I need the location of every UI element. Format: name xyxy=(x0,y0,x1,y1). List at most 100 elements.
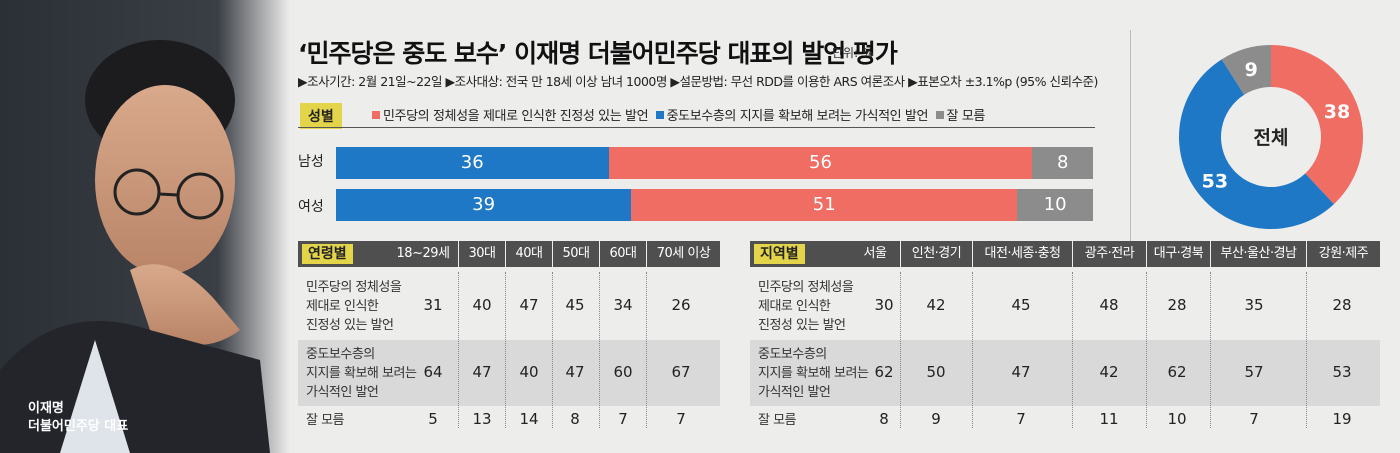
legend-label: 민주당의 정체성을 제대로 인식한 진정성 있는 발언 xyxy=(383,109,649,124)
bar-segment: 39 xyxy=(336,189,632,221)
age-table-tag: 연령별 xyxy=(302,244,353,264)
legend-swatch xyxy=(372,111,380,119)
photo-caption-name: 이재명 xyxy=(28,401,64,416)
table-cell: 62 xyxy=(1167,363,1187,381)
table-cell: 8 xyxy=(879,410,889,428)
legend-label: 중도보수층의 지지를 확보해 보려는 가식적인 발언 xyxy=(666,109,929,124)
table-cell: 47 xyxy=(472,363,492,381)
table-row-label: 중도보수층의 지지를 확보해 보려는 가식적인 발언 xyxy=(758,346,869,400)
table-cell: 31 xyxy=(423,296,443,314)
page-title: ‘민주당은 중도 보수’ 이재명 더불어민주당 대표의 발언 평가 xyxy=(298,39,898,68)
legend-item-unknown: 잘 모름 xyxy=(935,109,986,124)
table-cell: 35 xyxy=(1244,296,1264,314)
table-row-label: 민주당의 정체성을 제대로 인식한 진정성 있는 발언 xyxy=(306,279,402,333)
table-cell: 9 xyxy=(931,410,941,428)
table-cell: 10 xyxy=(1167,410,1187,428)
table-cell: 42 xyxy=(926,296,946,314)
donut-center-label: 전체 xyxy=(1254,127,1289,149)
donut-slice xyxy=(1221,45,1271,95)
table-cell: 47 xyxy=(565,363,585,381)
column-divider xyxy=(552,272,553,428)
table-cell: 7 xyxy=(1249,410,1259,428)
divider xyxy=(1130,30,1131,250)
bar-segment: 36 xyxy=(336,147,609,179)
table-cell: 7 xyxy=(1016,410,1026,428)
donut-slice xyxy=(1271,45,1363,205)
region-col-header: 서울 xyxy=(863,246,887,261)
legend-label: 잘 모름 xyxy=(946,109,986,124)
region-table-tag: 지역별 xyxy=(754,244,805,264)
table-cell: 45 xyxy=(1011,296,1031,314)
table-cell: 26 xyxy=(671,296,691,314)
column-divider xyxy=(1146,272,1147,428)
column-divider xyxy=(900,272,901,428)
table-cell: 53 xyxy=(1332,363,1352,381)
age-col-header: 60대 xyxy=(599,241,646,267)
bar-segment: 8 xyxy=(1032,147,1093,179)
bar-label-female: 여성 xyxy=(298,199,324,215)
bar-label-male: 남성 xyxy=(298,154,324,170)
table-row-label: 잘 모름 xyxy=(758,412,797,428)
donut-value-label: 53 xyxy=(1202,171,1228,193)
region-col-header: 인천·경기 xyxy=(900,241,972,267)
age-col-header: 30대 xyxy=(458,241,505,267)
column-divider xyxy=(599,272,600,428)
table-cell: 45 xyxy=(565,296,585,314)
table-cell: 34 xyxy=(613,296,633,314)
column-divider xyxy=(646,272,647,428)
donut-value-label: 38 xyxy=(1324,101,1350,123)
table-cell: 14 xyxy=(519,410,539,428)
age-col-header: 70세 이상 xyxy=(646,241,720,267)
region-table-header: 지역별 서울 인천·경기 대전·세종·충청 광주·전라 대구·경북 부산·울산·… xyxy=(750,241,1380,267)
table-cell: 40 xyxy=(519,363,539,381)
column-divider xyxy=(458,272,459,428)
photo-caption-role: 더불어민주당 대표 xyxy=(28,419,129,434)
legend-swatch xyxy=(655,111,664,119)
unit-label: 단위: % xyxy=(832,46,874,60)
table-cell: 47 xyxy=(519,296,539,314)
table-row-label: 중도보수층의 지지를 확보해 보려는 가식적인 발언 xyxy=(306,346,417,400)
survey-meta: ▶조사기간: 2월 21일~22일 ▶조사대상: 전국 만 18세 이상 남녀 … xyxy=(298,74,1098,89)
legend: 민주당의 정체성을 제대로 인식한 진정성 있는 발언 중도보수층의 지지를 확… xyxy=(372,105,985,124)
table-cell: 19 xyxy=(1332,410,1352,428)
table-cell: 42 xyxy=(1099,363,1119,381)
bar-female: 39 51 10 xyxy=(336,189,1093,221)
divider xyxy=(298,127,1095,128)
table-cell: 47 xyxy=(1011,363,1031,381)
table-cell: 40 xyxy=(472,296,492,314)
region-col-header: 강원·제주 xyxy=(1306,241,1380,267)
age-table-header: 연령별 18~29세 30대 40대 50대 60대 70세 이상 xyxy=(298,241,720,267)
donut-slice xyxy=(1179,59,1334,230)
column-divider xyxy=(972,272,973,428)
table-cell: 7 xyxy=(676,410,686,428)
column-divider xyxy=(1072,272,1073,428)
table-row-highlight xyxy=(298,340,720,406)
table-cell: 28 xyxy=(1167,296,1187,314)
overall-donut-chart: 38 53 9 전체 xyxy=(1179,45,1363,230)
region-col-header: 광주·전라 xyxy=(1072,241,1146,267)
region-col-header: 대전·세종·충청 xyxy=(972,241,1072,267)
age-col-header: 18~29세 xyxy=(396,246,450,261)
table-cell: 8 xyxy=(570,410,580,428)
table-cell: 30 xyxy=(874,296,894,314)
table-cell: 57 xyxy=(1244,363,1264,381)
table-cell: 28 xyxy=(1332,296,1352,314)
table-row-highlight xyxy=(750,340,1380,406)
table-cell: 60 xyxy=(613,363,633,381)
gender-tag: 성별 xyxy=(300,103,342,129)
table-cell: 64 xyxy=(423,363,443,381)
column-divider xyxy=(1306,272,1307,428)
table-cell: 11 xyxy=(1099,410,1119,428)
table-cell: 7 xyxy=(618,410,628,428)
table-cell: 62 xyxy=(874,363,894,381)
table-cell: 48 xyxy=(1099,296,1119,314)
region-col-header: 대구·경북 xyxy=(1146,241,1210,267)
table-cell: 13 xyxy=(472,410,492,428)
column-divider xyxy=(505,272,506,428)
politician-photo xyxy=(0,0,290,453)
column-divider xyxy=(1210,272,1211,428)
donut-value-label: 9 xyxy=(1245,59,1258,81)
legend-swatch xyxy=(935,111,944,119)
bar-segment: 56 xyxy=(608,147,1033,179)
age-col-header: 50대 xyxy=(552,241,599,267)
